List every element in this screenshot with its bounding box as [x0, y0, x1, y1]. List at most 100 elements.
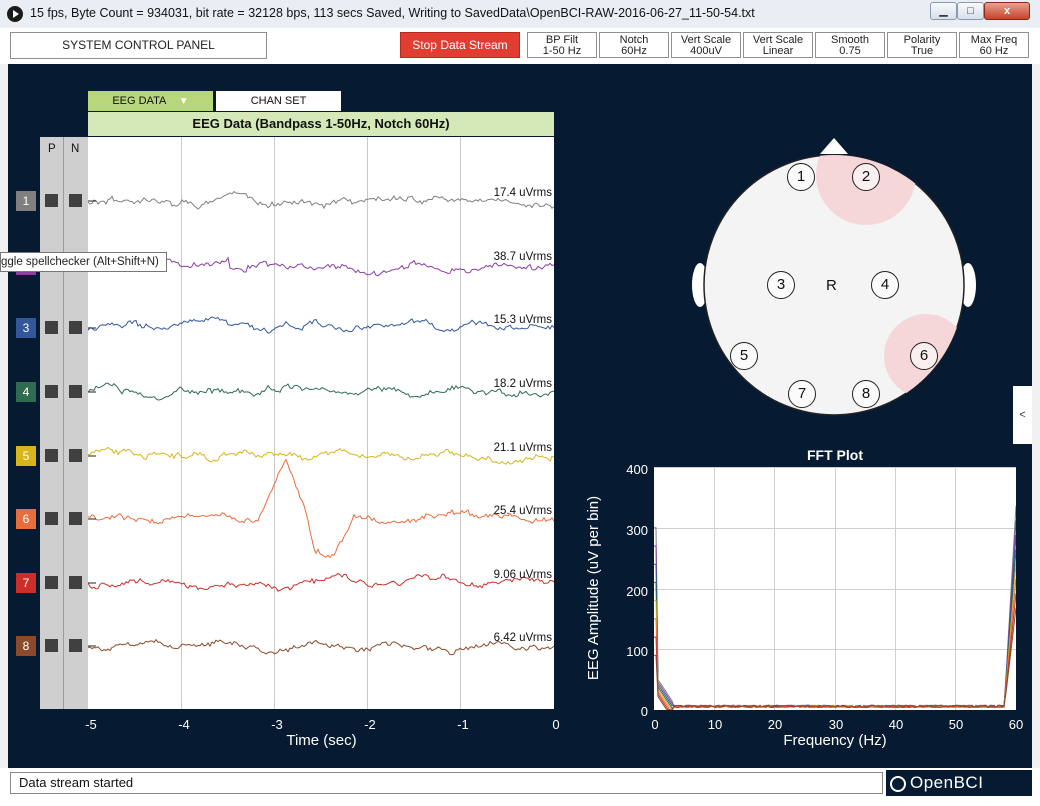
- fft-y-tick: 100: [626, 644, 648, 659]
- channel-8-rms: 6.42 uVrms: [493, 632, 552, 644]
- window-titlebar: 15 fps, Byte Count = 934031, bit rate = …: [0, 0, 1040, 29]
- fft-x-axis-label: Frequency (Hz): [783, 732, 887, 749]
- p-label: P: [48, 143, 56, 155]
- collapse-tab-button[interactable]: <: [1013, 386, 1032, 444]
- channel-5-n-toggle[interactable]: [69, 449, 82, 462]
- channel-7-trace: [88, 572, 554, 592]
- bp-filter-button[interactable]: BP Filt 1-50 Hz: [527, 32, 597, 58]
- notch-button[interactable]: Notch 60Hz: [599, 32, 669, 58]
- grid-line: [367, 137, 368, 709]
- pn-divider: [63, 137, 64, 709]
- electrode-4: 4: [871, 271, 899, 299]
- system-control-panel-button[interactable]: SYSTEM CONTROL PANEL: [10, 32, 267, 59]
- max-freq-button[interactable]: Max Freq 60 Hz: [959, 32, 1029, 58]
- tab-eeg-data-label: EEG DATA: [112, 95, 166, 107]
- fft-trace-channel-6: [654, 578, 1016, 710]
- channel-6-n-toggle[interactable]: [69, 512, 82, 525]
- channel-5-trace: [88, 446, 554, 465]
- grid-line: [955, 467, 956, 710]
- fft-y-tick: 400: [626, 462, 648, 477]
- smooth-button[interactable]: Smooth 0.75: [815, 32, 885, 58]
- fft-trace-channel-3: [654, 534, 1016, 709]
- vert-scale-value: 400uV: [690, 45, 722, 57]
- x-tick: -5: [85, 717, 97, 732]
- head-map: [692, 138, 976, 416]
- fft-x-tick: 10: [707, 717, 723, 732]
- channel-7-p-toggle[interactable]: [45, 576, 58, 589]
- channel-1-p-toggle[interactable]: [45, 194, 58, 207]
- fft-trace-channel-2: [654, 520, 1016, 709]
- channel-6-p-toggle[interactable]: [45, 512, 58, 525]
- fft-title: FFT Plot: [807, 447, 863, 463]
- tab-chan-set[interactable]: CHAN SET: [216, 91, 341, 111]
- channel-3-p-toggle[interactable]: [45, 321, 58, 334]
- logo-background: [886, 770, 1032, 796]
- channel-5-toggle[interactable]: 5: [16, 446, 36, 466]
- eeg-header: EEG Data (Bandpass 1-50Hz, Notch 60Hz): [88, 112, 554, 136]
- channel-7-n-toggle[interactable]: [69, 576, 82, 589]
- channel-8-toggle[interactable]: 8: [16, 636, 36, 656]
- time-axis-label: Time (sec): [286, 732, 357, 749]
- stop-data-stream-button[interactable]: Stop Data Stream: [400, 32, 520, 58]
- max-freq-value: 60 Hz: [979, 45, 1009, 57]
- channel-7-toggle[interactable]: 7: [16, 573, 36, 593]
- notch-value: 60Hz: [621, 45, 647, 57]
- smooth-value: 0.75: [839, 45, 861, 57]
- channel-4-p-toggle[interactable]: [45, 385, 58, 398]
- electrode-8: 8: [852, 380, 880, 408]
- grid-line: [895, 467, 896, 710]
- tab-eeg-data[interactable]: EEG DATA ▼: [88, 91, 213, 111]
- channel-6-toggle[interactable]: 6: [16, 509, 36, 529]
- channel-3-n-toggle[interactable]: [69, 321, 82, 334]
- channel-4-toggle[interactable]: 4: [16, 382, 36, 402]
- fft-x-tick: 60: [1008, 717, 1024, 732]
- logo-ring-icon: [890, 776, 906, 792]
- logo-text: OpenBCI: [910, 773, 984, 792]
- fft-y-tick: 300: [626, 523, 648, 538]
- close-button[interactable]: x: [984, 2, 1030, 20]
- x-tick: 0: [552, 717, 560, 732]
- x-tick: -3: [271, 717, 283, 732]
- fft-trace-channel-7: [654, 593, 1016, 710]
- polarity-button[interactable]: Polarity True: [887, 32, 957, 58]
- electrode-2: 2: [852, 163, 880, 191]
- vert-scale-type-button[interactable]: Vert Scale Linear: [743, 32, 813, 58]
- pn-column: [40, 137, 88, 709]
- channel-8-p-toggle[interactable]: [45, 639, 58, 652]
- fft-x-tick: 20: [767, 717, 783, 732]
- channel-1-toggle[interactable]: 1: [16, 191, 36, 211]
- fft-x-tick: 0: [651, 717, 659, 732]
- vert-scale-button[interactable]: Vert Scale 400uV: [671, 32, 741, 58]
- smooth-label: Smooth: [831, 34, 869, 46]
- channel-5-p-toggle[interactable]: [45, 449, 58, 462]
- grid-line: [654, 589, 1016, 590]
- vert-scale-type-value: Linear: [762, 45, 794, 57]
- grid-line: [181, 137, 182, 709]
- status-bar: Data stream started: [10, 772, 883, 794]
- notch-label: Notch: [619, 34, 649, 46]
- bp-filter-label: BP Filt: [545, 34, 579, 46]
- channel-3-toggle[interactable]: 3: [16, 318, 36, 338]
- channel-4-rms: 18.2 uVrms: [493, 378, 552, 390]
- channel-8-n-toggle[interactable]: [69, 639, 82, 652]
- dropdown-arrow-icon: ▼: [178, 96, 189, 107]
- channel-1-n-toggle[interactable]: [69, 194, 82, 207]
- channel-6-rms: 25.4 uVrms: [493, 505, 552, 517]
- electrode-6: 6: [910, 342, 938, 370]
- channel-4-n-toggle[interactable]: [69, 385, 82, 398]
- vert-scale-type-label: Vert Scale: [752, 34, 804, 46]
- x-tick: -1: [457, 717, 469, 732]
- n-label: N: [71, 143, 80, 155]
- max-freq-label: Max Freq: [970, 34, 1018, 46]
- vert-scale-label: Vert Scale: [680, 34, 732, 46]
- minimize-button[interactable]: ▁: [930, 2, 957, 20]
- fft-x-tick: 30: [828, 717, 844, 732]
- channel-5-rms: 21.1 uVrms: [493, 442, 552, 454]
- fft-x-tick: 40: [888, 717, 904, 732]
- maximize-button[interactable]: □: [957, 2, 984, 20]
- fft-traces: [654, 505, 1016, 710]
- electrode-5: 5: [730, 342, 758, 370]
- spellcheck-tooltip: ggle spellchecker (Alt+Shift+N): [0, 252, 167, 272]
- openbci-logo: OpenBCI: [890, 770, 1030, 796]
- fft-trace-channel-8: [654, 607, 1016, 710]
